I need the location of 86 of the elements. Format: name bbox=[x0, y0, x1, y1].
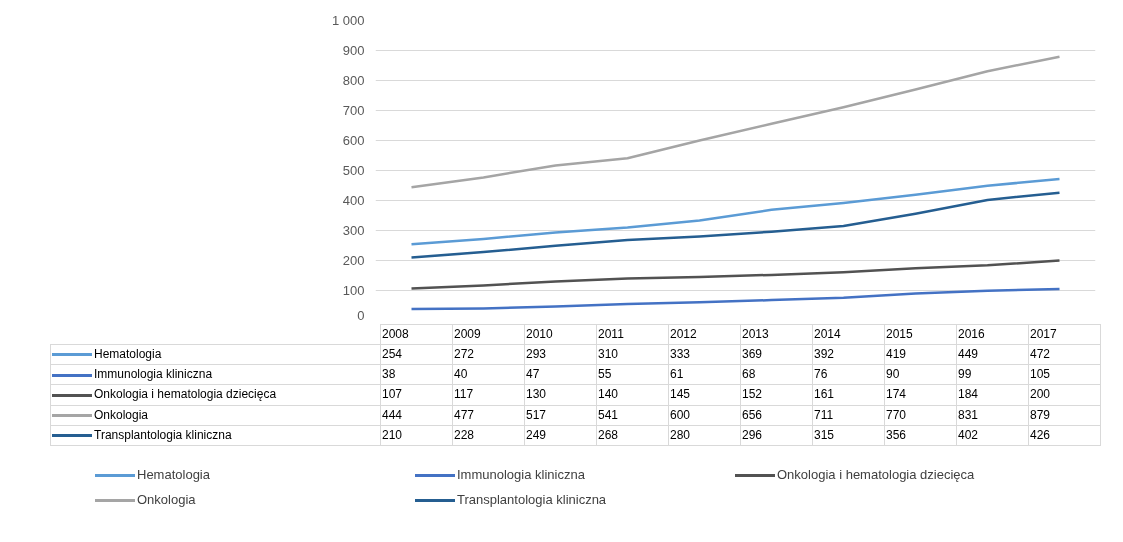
data-label: 600 bbox=[668, 405, 741, 426]
data-label: 130 bbox=[524, 384, 597, 406]
data-label: 140 bbox=[596, 384, 669, 406]
x-tick-label: 2013 bbox=[740, 324, 813, 345]
data-label: 105 bbox=[1028, 364, 1101, 385]
data-label: 296 bbox=[740, 425, 813, 446]
y-tick-label: 300 bbox=[342, 223, 365, 238]
x-tick-label: 2017 bbox=[1028, 324, 1101, 345]
legend-label: Hematologia bbox=[50, 344, 381, 365]
text: Immunologia kliniczna bbox=[94, 367, 213, 382]
data-label: 184 bbox=[956, 384, 1029, 406]
x-tick-label: 2011 bbox=[596, 324, 669, 345]
data-label: 449 bbox=[956, 344, 1029, 365]
text: Onkologia bbox=[137, 491, 196, 507]
legend-label: Onkologia i hematologia dziecięca bbox=[50, 384, 381, 406]
y-tick-label: 700 bbox=[342, 103, 365, 118]
y-tick-label: 200 bbox=[342, 253, 365, 268]
data-label: 477 bbox=[452, 405, 525, 426]
data-label: 174 bbox=[884, 384, 957, 406]
data-label: 315 bbox=[812, 425, 885, 446]
data-label: 356 bbox=[884, 425, 957, 446]
data-label: 711 bbox=[812, 405, 885, 426]
data-label: 392 bbox=[812, 344, 885, 365]
data-label: 293 bbox=[524, 344, 597, 365]
data-label: 272 bbox=[452, 344, 525, 365]
data-label: 47 bbox=[524, 364, 597, 385]
data-label: 472 bbox=[1028, 344, 1101, 365]
y-tick-label: 800 bbox=[342, 73, 365, 88]
text: Hematologia bbox=[137, 466, 210, 482]
data-label: 61 bbox=[668, 364, 741, 385]
data-label: 541 bbox=[596, 405, 669, 426]
text: Onkologia i hematologia dziecięca bbox=[777, 466, 975, 482]
data-label: 426 bbox=[1028, 425, 1101, 446]
data-label: 268 bbox=[596, 425, 669, 446]
data-label: 200 bbox=[1028, 384, 1101, 406]
data-label: 145 bbox=[668, 384, 741, 406]
data-label: 517 bbox=[524, 405, 597, 426]
data-label: 310 bbox=[596, 344, 669, 365]
x-tick-label: 2014 bbox=[812, 324, 885, 345]
data-label: 254 bbox=[380, 344, 453, 365]
line-series bbox=[410, 177, 1061, 246]
legend-label: Immunologia kliniczna bbox=[456, 466, 586, 484]
data-label: 419 bbox=[884, 344, 957, 365]
data-label: 152 bbox=[740, 384, 813, 406]
text: Transplantologia kliniczna bbox=[94, 427, 232, 442]
data-label: 40 bbox=[452, 364, 525, 385]
x-tick-label: 2012 bbox=[668, 324, 741, 345]
data-label: 99 bbox=[956, 364, 1029, 385]
data-label: 90 bbox=[884, 364, 957, 385]
data-label: 369 bbox=[740, 344, 813, 365]
y-tick-label: 100 bbox=[342, 283, 365, 298]
data-label: 228 bbox=[452, 425, 525, 446]
x-tick-label: 2015 bbox=[884, 324, 957, 345]
y-tick-label: 0 bbox=[357, 307, 365, 323]
legend-label: Onkologia bbox=[50, 405, 381, 426]
data-label: 161 bbox=[812, 384, 885, 406]
x-tick-label: 2009 bbox=[452, 324, 525, 345]
data-label: 280 bbox=[668, 425, 741, 446]
y-tick-label: 500 bbox=[342, 163, 365, 178]
data-label: 76 bbox=[812, 364, 885, 385]
data-label: 879 bbox=[1028, 405, 1101, 426]
data-label: 68 bbox=[740, 364, 813, 385]
x-tick-label: 2010 bbox=[524, 324, 597, 345]
data-label: 770 bbox=[884, 405, 957, 426]
y-tick-label: 600 bbox=[342, 133, 365, 148]
data-label: 210 bbox=[380, 425, 453, 446]
x-tick-label: 2008 bbox=[380, 324, 453, 345]
data-label: 38 bbox=[380, 364, 453, 385]
data-label: 117 bbox=[452, 384, 525, 406]
data-label: 444 bbox=[380, 405, 453, 426]
data-label: 333 bbox=[668, 344, 741, 365]
line-series bbox=[410, 287, 1061, 311]
line-series bbox=[410, 55, 1061, 189]
y-tick-label: 1 000 bbox=[331, 13, 365, 28]
data-label: 107 bbox=[380, 384, 453, 406]
line-series bbox=[410, 191, 1061, 259]
y-tick-label: 900 bbox=[342, 43, 365, 58]
data-label: 402 bbox=[956, 425, 1029, 446]
data-label: 55 bbox=[596, 364, 669, 385]
x-tick-label: 2016 bbox=[956, 324, 1029, 345]
data-label: 249 bbox=[524, 425, 597, 446]
legend-label: Transplantologia kliniczna bbox=[456, 490, 608, 509]
line-series bbox=[410, 259, 1061, 290]
data-label: 831 bbox=[956, 405, 1029, 426]
y-tick-label: 400 bbox=[342, 193, 365, 208]
data-label: 656 bbox=[740, 405, 813, 426]
